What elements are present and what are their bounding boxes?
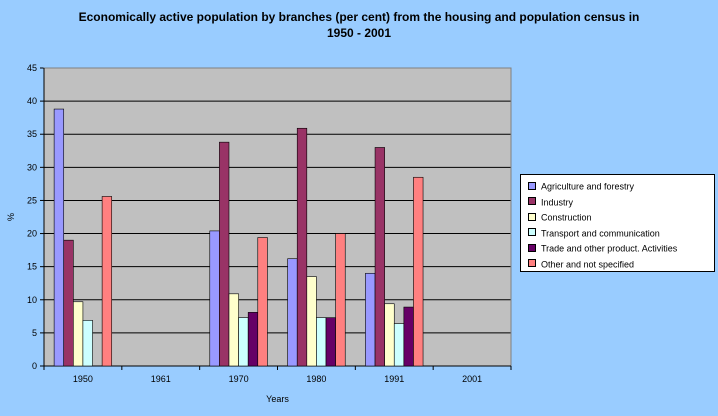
- chart-title-line-1: Economically active population by branch…: [78, 10, 640, 24]
- x-tick-label: 1991: [384, 374, 404, 384]
- legend-item: Agriculture and forestry: [528, 180, 634, 192]
- bar: [393, 323, 405, 367]
- legend-item: Trade and other product. Activities: [528, 242, 677, 254]
- bar: [413, 176, 424, 367]
- bar: [325, 317, 336, 367]
- legend-label: Industry: [541, 197, 574, 208]
- x-axis-title: Years: [266, 394, 289, 404]
- y-tick-label: 40: [27, 96, 37, 106]
- bar: [101, 196, 113, 367]
- legend-item: Industry: [528, 196, 573, 208]
- y-tick-label: 20: [27, 229, 37, 239]
- y-tick-label: 10: [27, 295, 37, 305]
- y-tick-label: 35: [27, 129, 37, 139]
- bar: [209, 230, 220, 367]
- bar: [247, 312, 259, 367]
- x-tick-label: 1980: [306, 374, 326, 384]
- bar: [238, 317, 249, 367]
- bar: [257, 237, 268, 367]
- y-tick-label: 15: [27, 262, 37, 272]
- legend-swatch: [528, 212, 536, 221]
- y-axis-title: %: [6, 213, 16, 221]
- legend-swatch: [528, 259, 536, 268]
- legend-label: Transport and communication: [541, 228, 660, 239]
- bar: [365, 272, 376, 367]
- bar: [63, 239, 74, 367]
- bar: [219, 141, 230, 367]
- x-tick-label: 1961: [151, 374, 171, 384]
- x-tick-label: 2001: [462, 374, 482, 384]
- legend-label: Other and not specified: [541, 259, 635, 270]
- bar: [228, 293, 239, 367]
- x-tick-label: 1970: [229, 374, 249, 384]
- legend-swatch: [528, 197, 536, 206]
- bar: [306, 276, 317, 367]
- bar: [316, 317, 327, 367]
- bar: [73, 301, 84, 367]
- legend-item: Construction: [528, 211, 592, 223]
- legend-swatch: [528, 228, 536, 237]
- bar: [296, 127, 308, 367]
- legend-label: Construction: [541, 212, 592, 223]
- bar: [384, 303, 395, 367]
- y-tick-label: 5: [32, 328, 37, 338]
- legend-swatch: [528, 181, 536, 190]
- plot-area: [44, 68, 511, 366]
- bar: [374, 147, 385, 367]
- legend-swatch: [528, 243, 536, 252]
- legend-item: Transport and communication: [528, 227, 660, 239]
- y-tick-label: 25: [27, 195, 37, 205]
- legend-label: Agriculture and forestry: [541, 181, 635, 192]
- chart-legend: Agriculture and forestry Industry Construc…: [520, 174, 715, 272]
- y-tick-label: 45: [27, 63, 37, 73]
- bar: [53, 108, 65, 367]
- legend-item: Other and not specified: [528, 258, 634, 270]
- bar: [82, 320, 93, 367]
- y-tick-label: 0: [32, 361, 37, 371]
- x-tick-label: 1950: [73, 374, 93, 384]
- bar: [335, 233, 346, 367]
- legend-label: Trade and other product. Activities: [541, 243, 678, 254]
- bar: [403, 306, 414, 367]
- chart-title-line-2: 1950 - 2001: [326, 26, 392, 40]
- bar: [287, 258, 298, 367]
- y-tick-label: 30: [27, 162, 37, 172]
